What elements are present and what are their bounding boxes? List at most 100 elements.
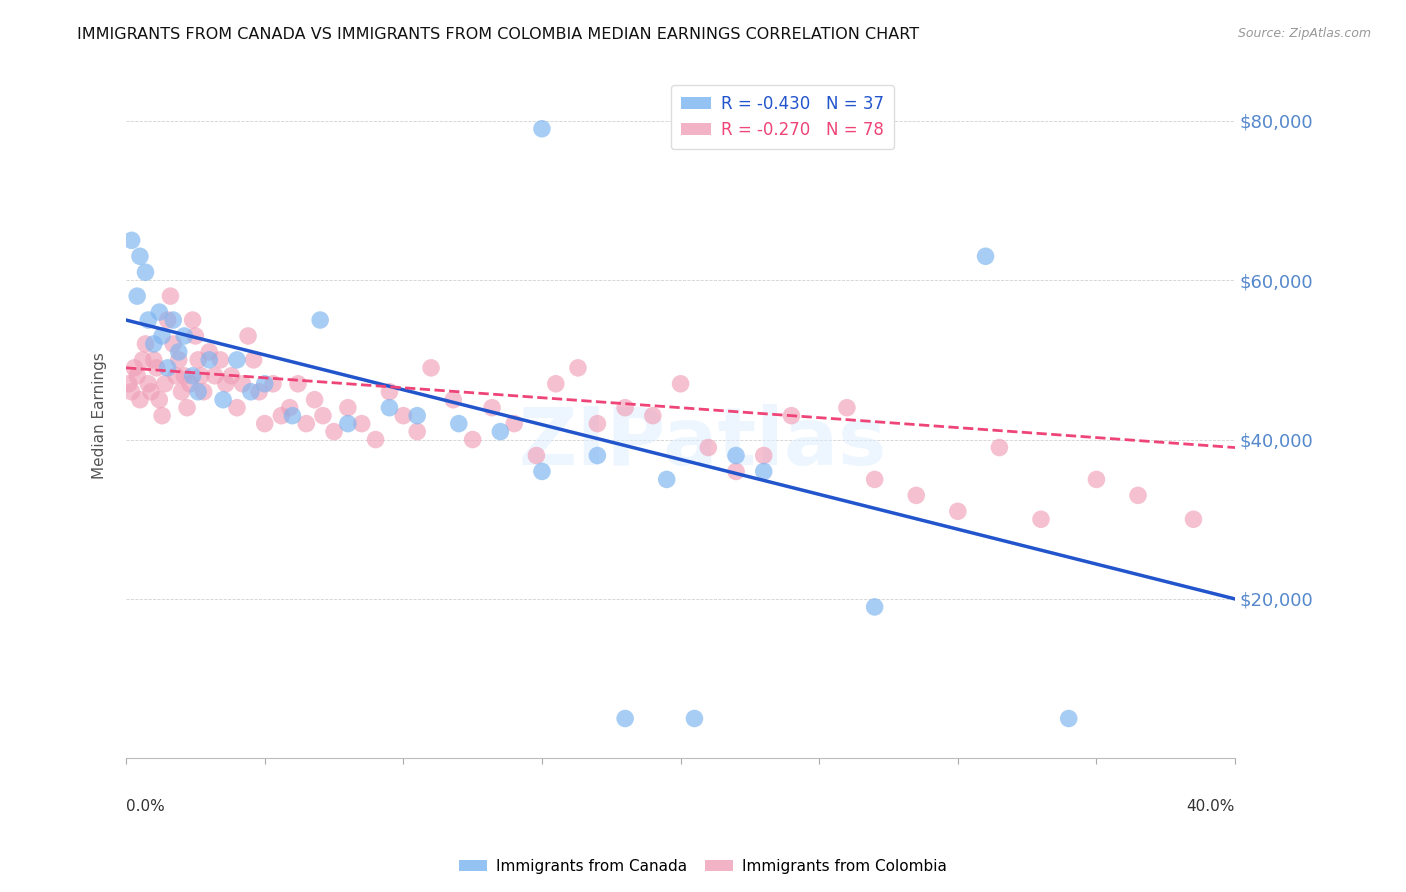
Point (441, 392, 464, 407)
Point (231, 376, 253, 391)
Point (905, 488, 928, 502)
Point (236, 329, 259, 343)
Point (129, 249, 152, 263)
Point (655, 472, 678, 486)
Text: 40.0%: 40.0% (1187, 799, 1234, 814)
Point (247, 384, 270, 399)
Point (287, 376, 309, 391)
Point (148, 305, 170, 319)
Point (336, 401, 359, 415)
Point (187, 352, 209, 367)
Point (503, 417, 526, 431)
Point (336, 417, 359, 431)
Text: Source: ZipAtlas.com: Source: ZipAtlas.com (1237, 27, 1371, 40)
Point (181, 368, 204, 383)
Point (724, 449, 747, 463)
Point (139, 384, 162, 399)
Point (173, 329, 195, 343)
Point (132, 352, 155, 367)
Point (406, 409, 429, 423)
Point (153, 376, 176, 391)
Point (1126, 488, 1149, 502)
Text: IMMIGRANTS FROM CANADA VS IMMIGRANTS FROM COLOMBIA MEDIAN EARNINGS CORRELATION C: IMMIGRANTS FROM CANADA VS IMMIGRANTS FRO… (77, 27, 920, 42)
Point (1182, 512, 1205, 526)
Point (167, 345, 190, 359)
Point (142, 352, 165, 367)
Point (121, 233, 143, 247)
Point (221, 368, 243, 383)
Point (124, 360, 146, 375)
Point (697, 441, 720, 455)
Point (170, 384, 193, 399)
Point (150, 409, 173, 423)
Point (752, 465, 775, 479)
Point (278, 401, 301, 415)
Point (350, 417, 373, 431)
Legend: Immigrants from Canada, Immigrants from Colombia: Immigrants from Canada, Immigrants from … (453, 853, 953, 880)
Point (226, 352, 249, 367)
Point (148, 392, 170, 407)
Point (1057, 711, 1080, 725)
Point (212, 392, 235, 407)
Point (378, 384, 401, 399)
Point (586, 417, 609, 431)
Point (1085, 472, 1108, 486)
Point (378, 401, 401, 415)
Point (226, 401, 249, 415)
Point (165, 368, 187, 383)
Point (481, 401, 503, 415)
Point (193, 384, 215, 399)
Point (253, 376, 276, 391)
Point (134, 265, 156, 279)
Point (129, 392, 152, 407)
Point (204, 368, 226, 383)
Point (253, 417, 276, 431)
Point (489, 425, 512, 439)
Point (136, 376, 159, 391)
Point (461, 433, 484, 447)
Point (863, 599, 886, 614)
Point (614, 711, 637, 725)
Point (364, 433, 387, 447)
Point (190, 368, 212, 383)
Point (187, 384, 209, 399)
Point (752, 449, 775, 463)
Text: 0.0%: 0.0% (127, 799, 165, 814)
Point (270, 409, 292, 423)
Point (179, 376, 201, 391)
Point (323, 425, 346, 439)
Point (863, 472, 886, 486)
Point (988, 441, 1011, 455)
Point (134, 337, 156, 351)
Point (262, 376, 284, 391)
Point (420, 360, 443, 375)
Point (526, 449, 548, 463)
Point (295, 417, 318, 431)
Point (447, 417, 470, 431)
Point (669, 376, 692, 391)
Point (176, 401, 198, 415)
Point (121, 384, 143, 399)
Point (167, 352, 190, 367)
Point (530, 465, 553, 479)
Point (156, 360, 179, 375)
Point (724, 465, 747, 479)
Point (304, 392, 326, 407)
Point (198, 352, 221, 367)
Point (544, 376, 567, 391)
Point (142, 337, 165, 351)
Point (127, 368, 149, 383)
Legend: R = -0.430   N = 37, R = -0.270   N = 78: R = -0.430 N = 37, R = -0.270 N = 78 (671, 85, 894, 149)
Point (683, 711, 706, 725)
Text: ZIPatlas: ZIPatlas (519, 404, 887, 482)
Point (586, 449, 609, 463)
Point (239, 384, 262, 399)
Point (198, 345, 221, 359)
Point (835, 401, 858, 415)
Point (162, 337, 184, 351)
Point (242, 352, 264, 367)
Point (150, 329, 173, 343)
Point (946, 504, 969, 518)
Point (173, 368, 195, 383)
Point (127, 289, 149, 303)
